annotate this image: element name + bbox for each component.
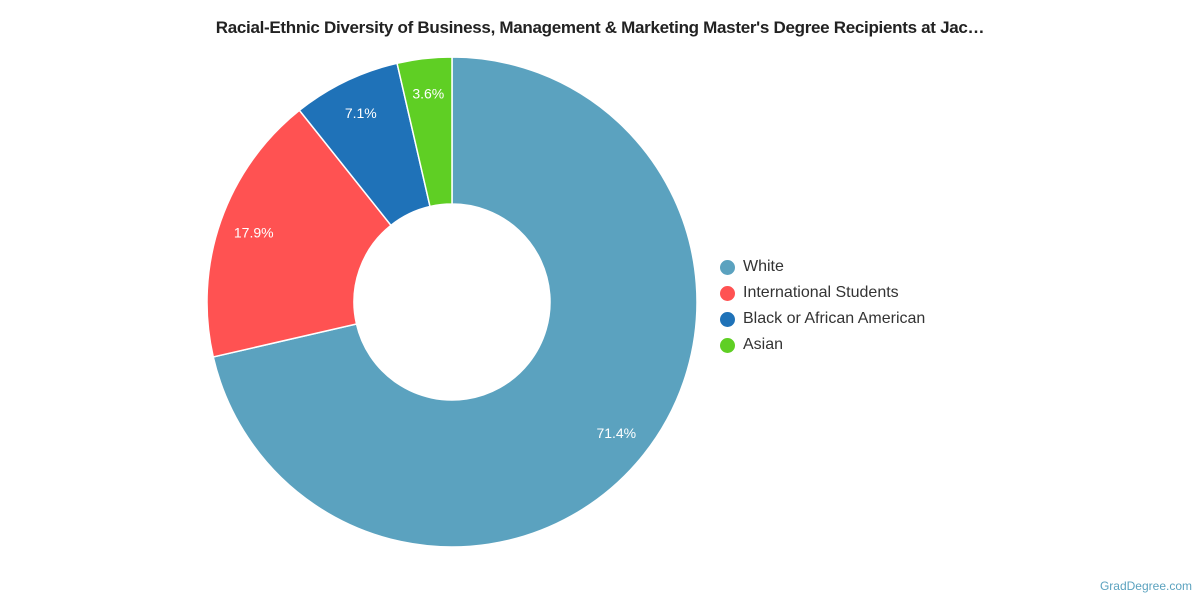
legend-item[interactable]: Asian [720, 332, 925, 358]
credit-link[interactable]: GradDegree.com [1099, 579, 1192, 593]
slice-international-students[interactable] [206, 109, 393, 358]
chart-title: Racial-Ethnic Diversity of Business, Man… [215, 18, 985, 37]
legend-marker-icon [720, 337, 735, 353]
legend-label: White [743, 258, 784, 275]
legend-item[interactable]: International Students [720, 280, 925, 306]
data-label: 71.4% [596, 425, 636, 441]
slice-white[interactable] [212, 56, 698, 548]
legend-marker-icon [720, 311, 735, 327]
legend-item[interactable]: Black or African American [720, 306, 925, 332]
legend: White International Students Black or Afri… [720, 254, 925, 358]
slice-asian[interactable] [396, 56, 453, 208]
legend-label: International Students [743, 284, 899, 301]
legend-marker-icon [720, 285, 735, 301]
legend-item[interactable]: White [720, 254, 925, 280]
data-label: 7.1% [345, 105, 377, 121]
legend-label: Black or African American [743, 310, 926, 327]
data-label: 17.9% [234, 225, 274, 241]
legend-label: Asian [743, 336, 784, 353]
data-label: 3.6% [412, 85, 444, 101]
legend-marker-icon [720, 259, 735, 275]
